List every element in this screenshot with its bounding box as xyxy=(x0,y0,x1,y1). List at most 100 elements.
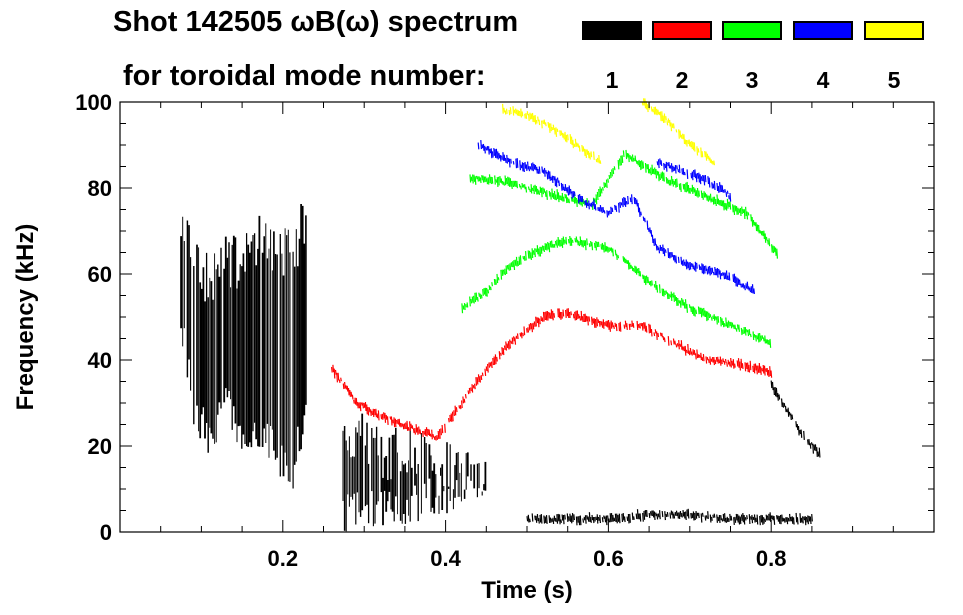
spectral-streak xyxy=(588,243,591,248)
spectral-streak xyxy=(653,332,656,337)
spectral-streak xyxy=(630,323,632,328)
spectral-streak xyxy=(759,332,761,342)
spectral-streak xyxy=(468,387,471,394)
legend-label-5: 5 xyxy=(887,67,901,93)
spectral-streak xyxy=(719,270,722,280)
spectral-streak xyxy=(349,389,351,397)
spectral-streak xyxy=(688,350,691,356)
spectral-streak xyxy=(773,246,776,253)
spectral-streak xyxy=(703,307,705,317)
spectral-streak xyxy=(530,163,533,171)
spectral-streak xyxy=(714,266,716,276)
spectral-streak xyxy=(817,451,820,457)
spectral-streak xyxy=(724,513,726,523)
spectral-streak xyxy=(512,261,514,268)
spectral-streak xyxy=(707,176,710,185)
spectral-streak xyxy=(524,113,526,119)
spectral-streak xyxy=(512,160,515,165)
spectral-streak xyxy=(558,180,560,187)
spectral-streak xyxy=(626,516,629,521)
spectral-streak xyxy=(800,429,803,438)
spectral-streak xyxy=(649,280,652,287)
spectral-streak xyxy=(711,357,714,363)
spectral-streak xyxy=(543,188,546,193)
spectral-streak xyxy=(692,306,695,316)
spectral-streak xyxy=(485,176,487,182)
spectral-streak xyxy=(358,402,361,409)
spectral-streak xyxy=(676,165,678,170)
spectral-streak xyxy=(673,166,676,171)
spectral-streak xyxy=(521,111,524,117)
spectral-streak xyxy=(558,514,561,525)
spectral-streak xyxy=(665,161,668,172)
spectral-streak xyxy=(643,510,646,520)
spectral-streak xyxy=(549,241,552,248)
spectral-streak xyxy=(667,118,670,123)
spectral-streak xyxy=(679,300,682,308)
spectral-streak xyxy=(690,512,692,519)
spectral-streak xyxy=(637,202,640,213)
spectral-streak xyxy=(771,381,774,391)
spectral-streak xyxy=(501,347,504,355)
spectral-streak xyxy=(695,511,698,519)
spectral-streak xyxy=(699,266,702,271)
spectral-streak xyxy=(702,354,705,362)
spectral-streak xyxy=(812,443,814,454)
spectral-streak xyxy=(673,180,676,185)
spectral-streak xyxy=(623,196,625,206)
spectral-streak xyxy=(661,111,663,122)
spectral-streak xyxy=(520,332,523,339)
spectral-streak xyxy=(769,366,771,377)
spectral-streak xyxy=(500,178,503,184)
spectral-streak xyxy=(501,180,504,185)
spectral-streak xyxy=(742,209,745,214)
spectral-streak xyxy=(727,359,730,365)
spectral-streak xyxy=(531,323,533,333)
spectral-streak xyxy=(740,327,743,336)
spectral-streak xyxy=(647,164,650,174)
spectral-streak xyxy=(669,512,672,519)
spectral-streak xyxy=(530,184,533,194)
spectral-streak xyxy=(414,428,416,435)
spectral-streak xyxy=(638,513,640,520)
spectral-streak xyxy=(686,181,689,192)
spectral-streak xyxy=(717,185,720,193)
spectral-streak xyxy=(692,349,695,355)
spectral-streak xyxy=(678,512,681,519)
spectral-streak xyxy=(611,169,613,177)
spectral-streak xyxy=(637,160,639,166)
spectral-streak xyxy=(623,257,626,264)
spectral-streak xyxy=(538,518,540,524)
spectral-streak xyxy=(705,356,708,364)
spectral-streak xyxy=(469,174,472,183)
spectral-streak xyxy=(713,356,715,366)
spectral-streak xyxy=(583,148,586,157)
spectral-streak xyxy=(708,177,711,188)
spectral-streak xyxy=(604,516,607,523)
spectral-streak xyxy=(726,362,728,367)
spectral-streak xyxy=(570,196,573,202)
spectral-streak xyxy=(665,290,668,294)
spectral-streak xyxy=(355,397,358,406)
spectral-streak xyxy=(735,328,738,332)
spectral-streak xyxy=(512,180,515,188)
spectral-streak xyxy=(616,513,618,524)
spectral-streak xyxy=(513,109,516,114)
spectral-streak xyxy=(427,428,429,436)
spectral-streak xyxy=(758,224,760,234)
spectral-streak xyxy=(593,318,596,328)
spectral-streak xyxy=(568,198,570,204)
spectral-streak xyxy=(684,261,687,267)
spectral-streak xyxy=(505,265,508,275)
spectral-streak xyxy=(678,340,680,350)
x-tick-label: 0.4 xyxy=(430,546,461,571)
spectral-streak xyxy=(682,133,684,140)
spectral-streak xyxy=(803,516,806,521)
spectral-streak xyxy=(727,518,730,522)
spectral-streak xyxy=(530,252,532,260)
spectral-streak xyxy=(579,515,582,526)
spectral-streak xyxy=(729,192,732,202)
spectral-streak xyxy=(584,240,587,251)
spectral-streak xyxy=(673,513,676,519)
spectral-streak xyxy=(463,303,466,311)
